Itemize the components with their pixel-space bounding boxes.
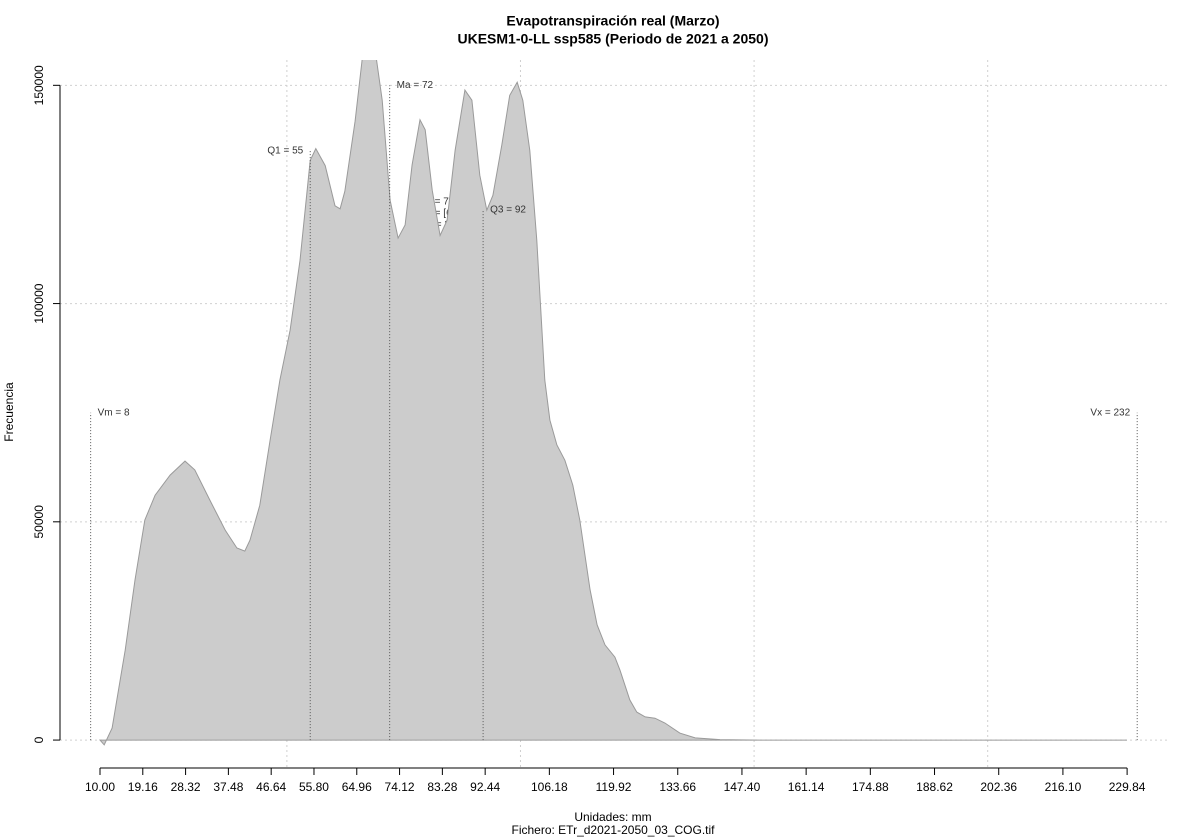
- x-axis-label: Unidades: mm: [574, 810, 651, 824]
- x-tick-label: 216.10: [1045, 780, 1082, 794]
- x-tick-label: 161.14: [788, 780, 825, 794]
- x-tick-label: 119.92: [596, 780, 632, 794]
- x-tick-label: 10.00: [85, 780, 115, 794]
- x-tick-label: 46.64: [256, 780, 286, 794]
- density-area: [98, 60, 1127, 746]
- x-tick-label: 202.36: [980, 780, 1017, 794]
- x-tick-label: 188.62: [916, 780, 953, 794]
- y-tick-label: 50000: [32, 505, 46, 539]
- x-tick-label: 55.80: [299, 780, 329, 794]
- marker-label: Q1 = 55: [267, 145, 303, 156]
- y-tick-label: 150000: [32, 65, 46, 105]
- x-tick-label: 19.16: [128, 780, 158, 794]
- x-tick-label: 106.18: [531, 780, 568, 794]
- marker-label: Q3 = 92: [490, 204, 526, 215]
- x-tick-label: 147.40: [724, 780, 761, 794]
- x-tick-label: 83.28: [427, 780, 457, 794]
- stat-label: Me = 73: [418, 197, 455, 208]
- x-tick-label: 174.88: [852, 780, 889, 794]
- x-tick-label: 229.84: [1109, 780, 1146, 794]
- chart-subtitle: UKESM1-0-LL ssp585 (Periodo de 2021 a 20…: [458, 31, 769, 47]
- marker-label: Vm = 8: [98, 407, 130, 418]
- y-tick-label: 0: [32, 736, 46, 743]
- x-tick-label: 37.48: [213, 780, 243, 794]
- marker-label: Vx = 232: [1090, 407, 1130, 418]
- chart-title: Evapotranspiración real (Marzo): [506, 13, 719, 29]
- x-tick-label: 74.12: [385, 780, 415, 794]
- x-tick-label: 28.32: [171, 780, 201, 794]
- x-tick-label: 92.44: [470, 780, 500, 794]
- x-tick-label: 133.66: [659, 780, 696, 794]
- y-tick-label: 100000: [32, 283, 46, 323]
- x-tick-label: 64.96: [342, 780, 372, 794]
- caption: Fichero: ETr_d2021-2050_03_COG.tif: [512, 823, 716, 837]
- marker-label: Ma = 72: [397, 80, 434, 91]
- y-axis-label: Frecuencia: [2, 382, 16, 442]
